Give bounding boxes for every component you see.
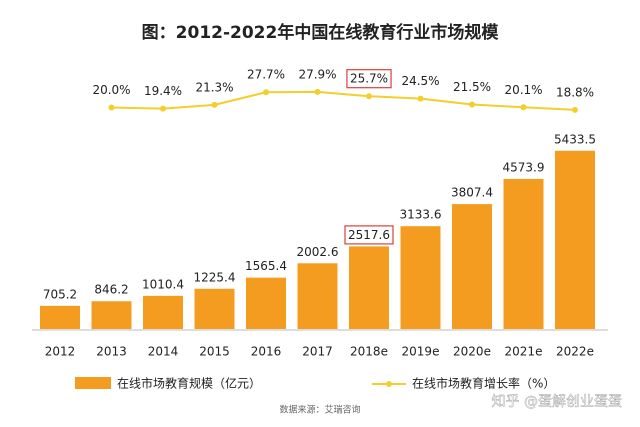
data-label: 1010.4 [142, 277, 184, 291]
line-marker [572, 106, 578, 113]
data-label: 3133.6 [400, 208, 442, 222]
data-label: 21.5% [453, 80, 491, 94]
data-label: 846.2 [94, 283, 128, 297]
line-marker [417, 95, 424, 102]
data-label: 2002.6 [297, 245, 339, 259]
line-marker [211, 101, 218, 108]
data-label: 4573.9 [503, 160, 545, 174]
legend-label: 在线市场教育增长率（%） [412, 376, 555, 391]
line-marker [366, 93, 372, 100]
data-label: 20.0% [92, 83, 130, 97]
data-label: 705.2 [43, 287, 77, 301]
legend-label: 在线市场教育规模（亿元） [117, 376, 261, 391]
data-label: 27.9% [298, 67, 336, 81]
legend-bar-swatch [75, 377, 111, 389]
bar [400, 226, 441, 329]
bar [349, 246, 389, 329]
bar [40, 305, 80, 329]
line-marker [469, 101, 475, 108]
data-label: 5433.5 [554, 132, 596, 146]
line [111, 90, 576, 111]
x-tick-label: 2022e [556, 345, 594, 359]
data-label: 1225.4 [194, 270, 236, 284]
line-marker [160, 105, 166, 112]
x-tick-label: 2018e [350, 345, 388, 359]
x-tick-label: 2019e [402, 345, 440, 359]
data-label: 3807.4 [451, 186, 493, 200]
bar [503, 178, 544, 329]
x-tick-label: 2013 [96, 345, 127, 359]
bar [555, 150, 595, 329]
legend-line-marker [386, 381, 392, 387]
highlight-box [344, 225, 394, 245]
data-label: 2517.6 [348, 228, 390, 242]
x-tick-label: 2021e [505, 345, 543, 359]
source: 数据来源：艾瑞咨询 [279, 404, 360, 416]
x-tick-label: 2016 [251, 345, 282, 359]
chart-title: 图：2012-2022年中国在线教育行业市场规模 [142, 22, 500, 43]
data-label: 18.8% [556, 85, 594, 99]
data-label: 27.7% [247, 68, 285, 82]
data-label: 19.4% [144, 84, 182, 98]
data-label: 25.7% [350, 72, 388, 86]
bar [143, 295, 183, 329]
data-label: 21.3% [195, 80, 233, 94]
x-tick-label: 2012 [45, 345, 76, 359]
x-tick-label: 2020e [453, 345, 491, 359]
line-marker [263, 89, 269, 96]
bar [246, 277, 286, 329]
x-tick-label: 2017 [302, 345, 333, 359]
data-label: 20.1% [504, 83, 542, 97]
x-tick-label: 2015 [199, 345, 230, 359]
line-marker [314, 88, 321, 95]
line-marker [520, 104, 527, 111]
watermark: 知乎 @蛋解创业蛋蛋 [492, 393, 622, 410]
data-label: 1565.4 [245, 259, 287, 273]
highlight-box [346, 69, 392, 89]
bar [297, 263, 338, 329]
bar [194, 288, 235, 329]
bar [91, 301, 132, 329]
x-tick-label: 2014 [148, 345, 179, 359]
line-marker [108, 104, 115, 111]
data-label: 24.5% [401, 74, 439, 88]
bar [452, 204, 492, 329]
